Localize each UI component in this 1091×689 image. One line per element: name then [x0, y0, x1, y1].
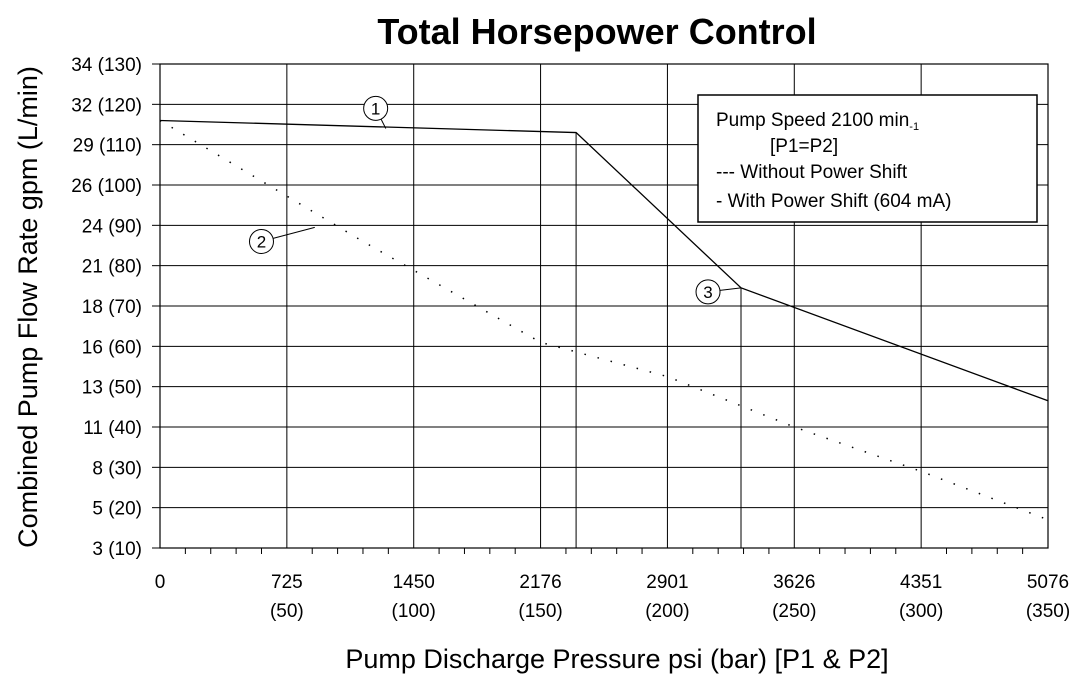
x-tick-sublabel: (100) [392, 601, 436, 622]
callout-label: 1 [371, 99, 380, 118]
legend: Pump Speed 2100 min-1 [P1=P2] --- Withou… [697, 94, 1038, 223]
x-tick-label: 3626 [773, 572, 815, 593]
x-tick-label: 2901 [646, 572, 688, 593]
y-tick-label: 32 (120) [71, 95, 142, 116]
plot-frame [159, 63, 1049, 549]
chart-title: Total Horsepower Control [377, 11, 816, 52]
x-tick-sublabel: (350) [1026, 601, 1070, 622]
y-tick-label: 26 (100) [71, 176, 142, 197]
x-tick-label: 4351 [900, 572, 942, 593]
callout-markers: 1 2 3 [248, 95, 742, 305]
y-tick-label: 21 (80) [82, 257, 142, 278]
y-tick-label: 11 (40) [83, 418, 142, 439]
legend-pump-speed: Pump Speed 2100 min-1 [716, 110, 919, 133]
callout-circle [363, 95, 389, 121]
legend-with-power-shift: - With Power Shift (604 mA) [716, 191, 951, 212]
legend-pressure-condition: [P1=P2] [770, 136, 838, 157]
x-tick-sublabel: (250) [772, 601, 816, 622]
legend-box [697, 94, 1038, 223]
x-tick-sublabel: (200) [645, 601, 689, 622]
callout-circle [695, 279, 721, 305]
x-tick-label: 2176 [519, 572, 561, 593]
x-tick-label: 0 [155, 572, 166, 593]
y-tick-label: 16 (60) [82, 337, 142, 358]
y-tick-label: 5 (20) [92, 499, 142, 520]
series-layer [159, 119, 1049, 548]
x-tick-sublabel: (150) [518, 601, 562, 622]
x-axis-title: Pump Discharge Pressure psi (bar) [P1 & … [345, 644, 888, 674]
y-tick-label: 34 (130) [71, 55, 142, 76]
tick-labels: 3 (10)5 (20)8 (30)11 (40)13 (50)16 (60)1… [71, 55, 1070, 622]
x-tick-label: 5076 [1027, 572, 1069, 593]
y-tick-label: 3 (10) [92, 539, 142, 560]
x-tick-sublabel: (50) [270, 601, 304, 622]
callout-label: 3 [703, 283, 712, 302]
callout-leader [719, 287, 742, 291]
x-tick-label: 725 [271, 572, 303, 593]
y-tick-label: 13 (50) [82, 378, 142, 399]
x-tick-label: 1450 [393, 572, 435, 593]
callout-leader [380, 118, 387, 129]
x-tick-sublabel: (300) [899, 601, 943, 622]
y-tick-label: 24 (90) [82, 216, 142, 237]
y-tick-label: 18 (70) [82, 297, 142, 318]
y-tick-label: 8 (30) [92, 458, 142, 479]
y-axis-title: Combined Pump Flow Rate gpm (L/min) [13, 66, 43, 548]
callout-leader [272, 226, 315, 239]
legend-without-power-shift: --- Without Power Shift [716, 162, 908, 183]
callout-label: 2 [257, 232, 266, 251]
y-tick-label: 29 (110) [73, 136, 142, 157]
callout-circle [248, 228, 274, 254]
series-with-power-shift [159, 119, 1049, 402]
